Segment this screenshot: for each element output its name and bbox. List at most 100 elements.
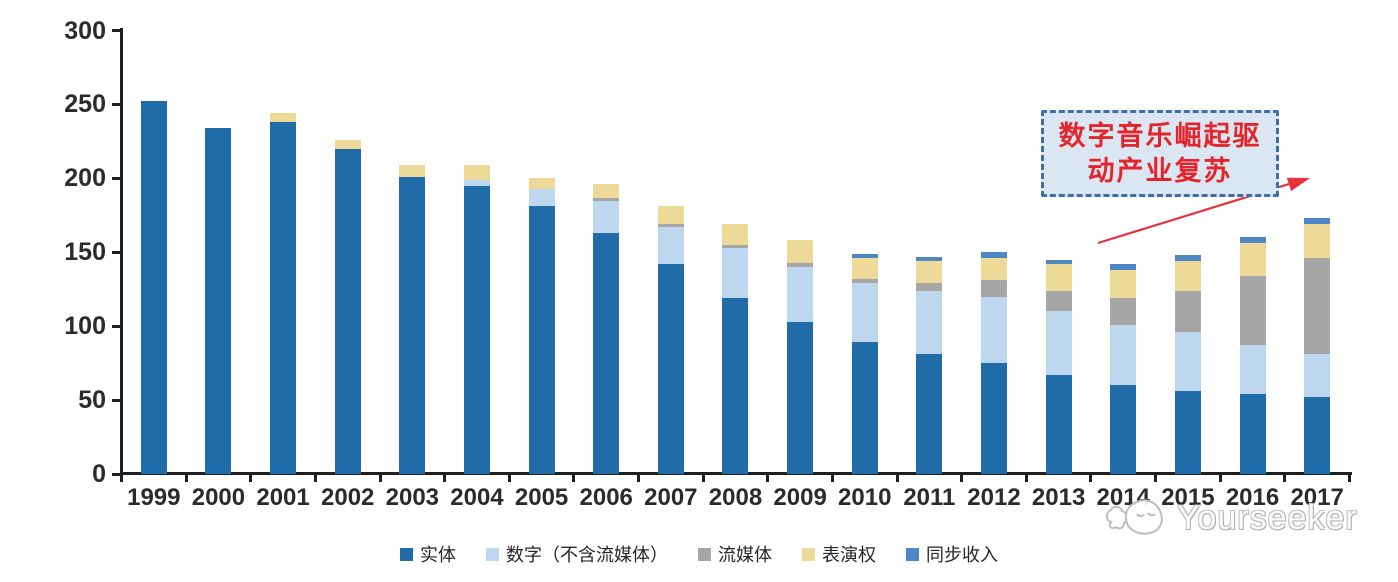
bar-segment-2016 xyxy=(1239,243,1266,276)
bar-segment-2016 xyxy=(1239,394,1266,474)
x-axis-category-label: 2005 xyxy=(514,484,569,511)
bar-segment-2008 xyxy=(722,244,749,248)
y-axis-line xyxy=(120,28,123,475)
bar-segment-2017 xyxy=(1304,354,1331,398)
chart-legend: 实体 数字（不含流媒体） 流媒体 表演权 同步收入 xyxy=(0,541,1398,567)
bar-segment-2014 xyxy=(1110,385,1137,474)
x-axis-category-label: 2013 xyxy=(1031,484,1086,511)
y-axis-tick-label: 50 xyxy=(78,386,106,415)
x-axis-category-label: 2000 xyxy=(191,484,246,511)
bar-segment-2014 xyxy=(1110,269,1137,299)
y-axis-tick-mark xyxy=(112,398,121,402)
x-axis-tick-mark xyxy=(637,474,641,482)
legend-label: 同步收入 xyxy=(926,545,998,565)
x-axis-category-label: 1999 xyxy=(127,484,181,511)
bar-segment-2004 xyxy=(463,165,490,180)
bar-segment-2013 xyxy=(1045,311,1072,375)
bar-segment-2006 xyxy=(593,200,620,234)
bar-segment-1999 xyxy=(140,101,167,474)
y-axis-tick-mark xyxy=(112,324,121,328)
x-axis-category-label: 2009 xyxy=(773,484,827,511)
bar-segment-2016 xyxy=(1239,237,1266,244)
bar-segment-2005 xyxy=(528,206,555,474)
bar-segment-2002 xyxy=(334,139,361,149)
x-axis-category-label: 2017 xyxy=(1290,484,1344,511)
bar-segment-2013 xyxy=(1045,264,1072,291)
bar-segment-2007 xyxy=(657,206,684,225)
bar-segment-2009 xyxy=(787,267,814,322)
bar-segment-2017 xyxy=(1304,224,1331,259)
legend-label: 流媒体 xyxy=(718,545,772,565)
x-axis-tick-mark xyxy=(1024,474,1028,482)
bar-segment-2015 xyxy=(1174,261,1201,291)
bar-segment-2008 xyxy=(722,247,749,299)
bar-segment-2014 xyxy=(1110,264,1137,270)
x-axis-category-label: 2015 xyxy=(1161,484,1215,511)
bar-segment-2012 xyxy=(981,258,1007,281)
bar-segment-2009 xyxy=(787,321,814,474)
x-axis-tick-mark xyxy=(766,474,770,482)
bar-segment-2000 xyxy=(205,128,232,474)
watermark: Yourseeker xyxy=(1103,492,1358,544)
y-axis-tick-mark xyxy=(112,102,121,106)
bar-segment-2010 xyxy=(851,278,878,284)
bar-segment-2015 xyxy=(1174,255,1201,262)
y-axis-tick-label: 0 xyxy=(92,460,106,488)
bar-segment-2010 xyxy=(851,253,878,259)
bar-segment-2013 xyxy=(1045,290,1072,312)
x-axis-category-label: 2001 xyxy=(256,484,310,511)
bar-segment-2017 xyxy=(1304,218,1331,225)
x-axis-tick-mark xyxy=(572,474,576,482)
x-axis-category-label: 2006 xyxy=(579,484,633,511)
bar-segment-2017 xyxy=(1304,258,1331,355)
x-axis-category-label: 2007 xyxy=(644,484,698,511)
legend-item: 同步收入 xyxy=(906,541,998,567)
x-axis-category-label: 2003 xyxy=(385,484,440,511)
annotation-text-line2: 动产业复苏 xyxy=(1087,155,1233,186)
x-axis-category-label: 2002 xyxy=(321,484,375,511)
bar-segment-2005 xyxy=(528,188,555,207)
bar-segment-2007 xyxy=(657,264,684,474)
legend-swatch-icon xyxy=(486,547,499,561)
bar-segment-2005 xyxy=(528,178,555,189)
bar-segment-2015 xyxy=(1174,290,1201,333)
y-axis-tick-label: 300 xyxy=(64,16,106,45)
bar-segment-2016 xyxy=(1239,345,1266,395)
bar-segment-2012 xyxy=(981,252,1007,259)
bar-segment-2012 xyxy=(981,363,1007,474)
legend-item: 实体 xyxy=(400,541,456,567)
y-axis-tick-mark xyxy=(112,29,121,32)
bar-segment-2002 xyxy=(334,148,361,474)
bar-segment-2004 xyxy=(463,179,490,186)
x-axis-tick-mark xyxy=(507,474,511,482)
y-axis-tick-label: 150 xyxy=(64,238,106,267)
y-axis-tick-mark xyxy=(112,176,121,180)
bar-segment-2011 xyxy=(916,290,943,355)
x-axis-tick-mark xyxy=(443,474,447,482)
bar-segment-2006 xyxy=(593,197,620,201)
y-axis-tick-label: 100 xyxy=(64,312,106,341)
bar-segment-2017 xyxy=(1304,397,1331,474)
bar-segment-2007 xyxy=(657,224,684,228)
bar-segment-2012 xyxy=(981,296,1007,364)
x-axis-tick-mark xyxy=(1347,474,1351,482)
bar-segment-2011 xyxy=(916,261,943,284)
bar-segment-2010 xyxy=(851,283,878,343)
y-axis-tick-label: 200 xyxy=(64,164,106,193)
y-axis-tick-mark xyxy=(112,472,121,476)
bar-segment-2007 xyxy=(657,227,684,265)
legend-swatch-icon xyxy=(906,547,919,561)
bar-segment-2004 xyxy=(463,185,490,474)
bar-segment-2012 xyxy=(981,280,1007,297)
x-axis-tick-mark xyxy=(960,474,964,482)
y-axis-tick-mark xyxy=(112,250,121,254)
x-axis-category-label: 2011 xyxy=(903,484,956,511)
bar-segment-2008 xyxy=(722,298,749,474)
x-axis-tick-mark xyxy=(701,474,705,482)
legend-item: 流媒体 xyxy=(698,541,772,567)
bar-segment-2008 xyxy=(722,224,749,245)
watermark-text: Yourseeker xyxy=(1177,498,1358,537)
bar-segment-2009 xyxy=(787,240,814,263)
x-axis-tick-mark xyxy=(313,474,317,482)
